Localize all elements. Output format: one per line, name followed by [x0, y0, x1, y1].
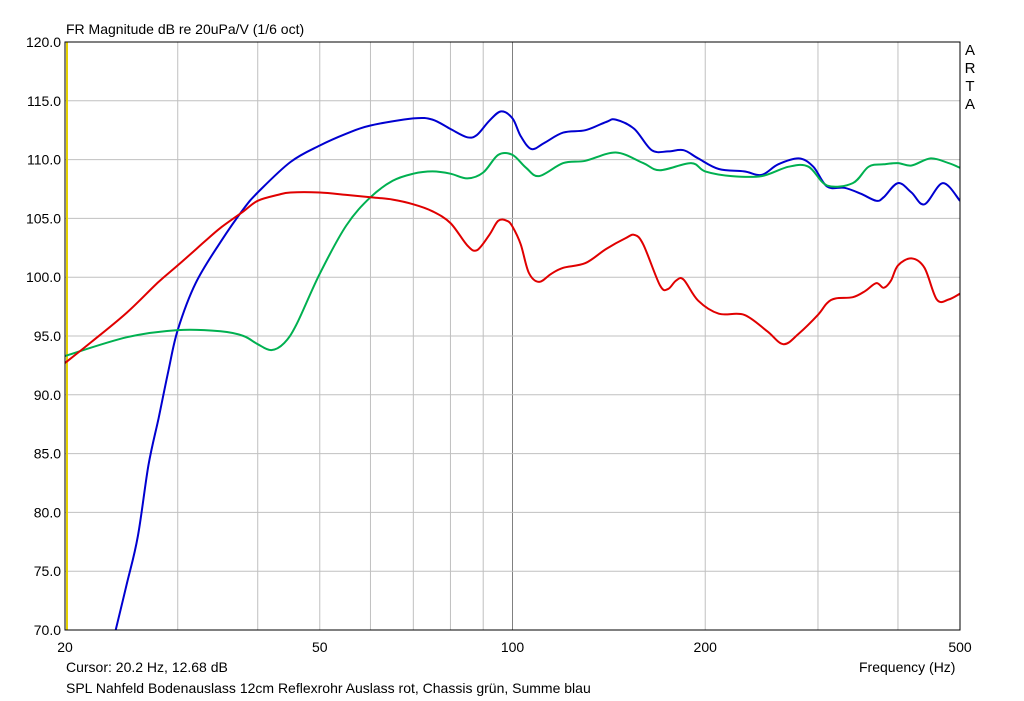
chart-caption: SPL Nahfeld Bodenauslass 12cm Reflexrohr… — [66, 680, 591, 696]
y-tick-label: 95.0 — [34, 328, 61, 344]
y-tick-label: 120.0 — [26, 34, 61, 50]
y-tick-label: 100.0 — [26, 269, 61, 285]
y-tick-label: 110.0 — [27, 152, 61, 168]
x-tick-label: 500 — [948, 639, 972, 655]
y-tick-label: 75.0 — [34, 563, 61, 579]
watermark-letter: T — [965, 78, 975, 95]
y-tick-label: 85.0 — [34, 446, 61, 462]
series-line-2 — [65, 191, 960, 364]
cursor-readout: Cursor: 20.2 Hz, 12.68 dB — [66, 659, 228, 675]
watermark-letter: A — [964, 96, 975, 113]
plot-area[interactable] — [64, 41, 961, 631]
x-tick-label: 50 — [312, 639, 328, 655]
x-axis-label: Frequency (Hz) — [859, 659, 956, 675]
chart-title: FR Magnitude dB re 20uPa/V (1/6 oct) — [66, 21, 305, 37]
y-tick-label: 105.0 — [26, 210, 61, 226]
watermark-letter: A — [964, 42, 975, 59]
series-line-1 — [65, 151, 960, 357]
series-line-0 — [114, 110, 960, 630]
series-group — [65, 110, 960, 630]
x-tick-label: 100 — [501, 639, 525, 655]
x-tick-label: 20 — [57, 639, 73, 655]
y-tick-label: 115.0 — [27, 93, 61, 109]
y-tick-label: 80.0 — [34, 504, 61, 520]
grid — [65, 41, 960, 631]
y-tick-label: 90.0 — [34, 387, 61, 403]
y-tick-label: 70.0 — [34, 622, 61, 638]
x-tick-label: 200 — [694, 639, 718, 655]
tick-labels: 120.0 115.0 110.0 105.0 100.0 95.0 90.0 85.0 80.… — [26, 34, 972, 655]
watermark-letter: R — [964, 60, 976, 77]
arta-watermark: A R T A — [962, 42, 978, 114]
